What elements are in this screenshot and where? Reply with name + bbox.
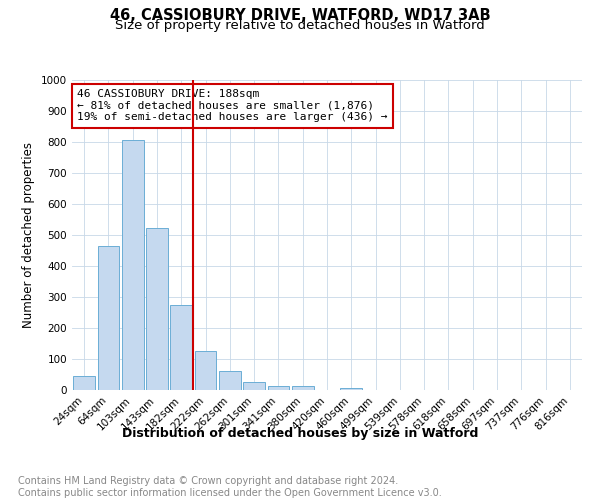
Text: 46, CASSIOBURY DRIVE, WATFORD, WD17 3AB: 46, CASSIOBURY DRIVE, WATFORD, WD17 3AB — [110, 8, 490, 22]
Y-axis label: Number of detached properties: Number of detached properties — [22, 142, 35, 328]
Bar — [170, 304, 192, 390]
Bar — [268, 386, 289, 390]
Text: Distribution of detached houses by size in Watford: Distribution of detached houses by size … — [122, 428, 478, 440]
Text: 46 CASSIOBURY DRIVE: 188sqm
← 81% of detached houses are smaller (1,876)
19% of : 46 CASSIOBURY DRIVE: 188sqm ← 81% of det… — [77, 90, 388, 122]
Bar — [194, 351, 217, 390]
Bar — [219, 372, 241, 390]
Bar — [243, 382, 265, 390]
Bar — [340, 388, 362, 390]
Text: Size of property relative to detached houses in Watford: Size of property relative to detached ho… — [115, 19, 485, 32]
Bar — [292, 386, 314, 390]
Bar — [97, 246, 119, 390]
Bar — [73, 376, 95, 390]
Bar — [122, 140, 143, 390]
Text: Contains HM Land Registry data © Crown copyright and database right 2024.
Contai: Contains HM Land Registry data © Crown c… — [18, 476, 442, 498]
Bar — [146, 228, 168, 390]
